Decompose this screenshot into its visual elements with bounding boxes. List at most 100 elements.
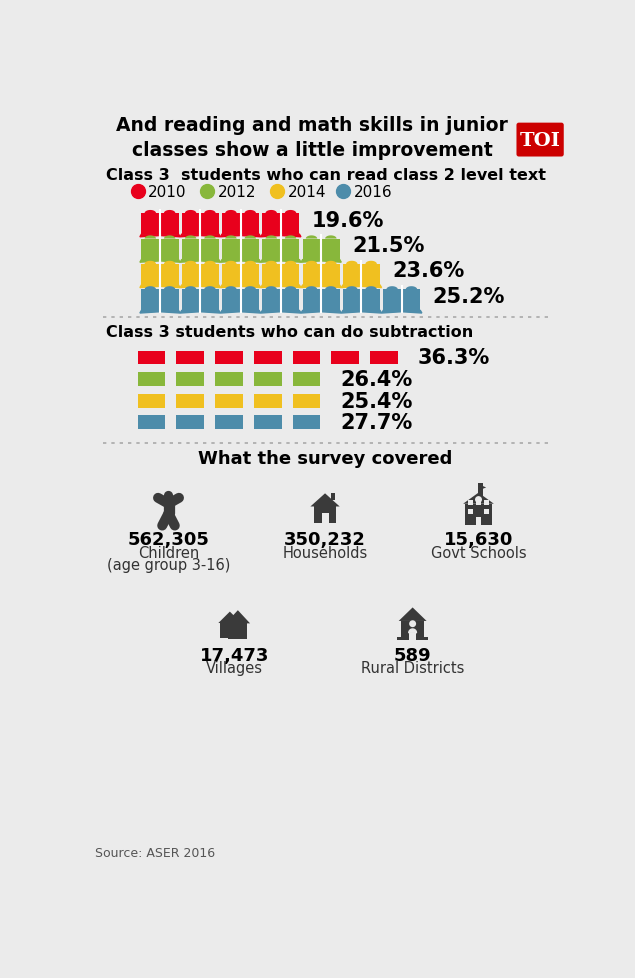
Bar [262,240,280,260]
Text: 2016: 2016 [354,185,392,200]
Polygon shape [140,260,160,263]
Text: 2014: 2014 [288,185,326,200]
Polygon shape [241,286,260,289]
Polygon shape [281,236,300,240]
Bar [401,621,424,641]
Bar [161,265,178,286]
Bar [222,290,240,311]
Text: 26.4%: 26.4% [340,370,413,389]
Polygon shape [399,607,427,621]
Bar [161,214,178,235]
Polygon shape [409,630,417,633]
Bar [469,501,473,506]
Polygon shape [342,286,361,289]
Bar [222,265,240,286]
Bar [241,290,259,311]
Polygon shape [160,311,180,314]
Text: (age group 3-16): (age group 3-16) [107,557,230,572]
Bar [215,394,243,408]
Polygon shape [383,287,401,290]
Polygon shape [301,311,321,314]
Polygon shape [241,261,259,265]
Polygon shape [201,236,219,240]
Polygon shape [161,261,178,265]
Bar [201,214,219,235]
Polygon shape [142,287,159,290]
Bar [476,517,481,525]
Polygon shape [311,494,340,507]
Text: 562,305: 562,305 [128,531,210,549]
Bar [409,633,417,641]
Text: Class 3  students who can read class 2 level text: Class 3 students who can read class 2 le… [107,167,547,183]
Polygon shape [140,311,160,314]
Polygon shape [362,287,380,290]
Text: 21.5%: 21.5% [352,236,425,256]
Bar [254,351,282,365]
Polygon shape [160,235,180,238]
Bar [302,290,321,311]
Polygon shape [261,311,281,314]
Polygon shape [180,311,200,314]
Bar [383,290,401,311]
Bar [201,290,219,311]
Bar [241,240,259,260]
Polygon shape [182,287,199,290]
Polygon shape [403,287,420,290]
Polygon shape [140,235,160,238]
Polygon shape [200,286,220,289]
Bar [302,265,321,286]
Polygon shape [218,612,241,623]
Bar [177,394,204,408]
Polygon shape [362,261,380,265]
Polygon shape [161,287,178,290]
Polygon shape [220,260,241,263]
Polygon shape [361,311,382,314]
Text: 2010: 2010 [149,185,187,200]
FancyBboxPatch shape [516,123,564,157]
Bar [177,351,204,365]
Bar [362,290,380,311]
Polygon shape [261,260,281,263]
Text: 17,473: 17,473 [199,646,269,664]
Polygon shape [281,287,300,290]
Polygon shape [301,260,321,263]
Bar [177,373,204,386]
Bar [484,501,488,506]
Bar [220,623,239,638]
Bar [182,240,199,260]
Bar [138,416,165,429]
Bar [254,394,282,408]
Text: 2012: 2012 [218,185,257,200]
Bar [262,265,280,286]
Text: Source: ASER 2016: Source: ASER 2016 [95,846,215,859]
Polygon shape [222,210,240,214]
Polygon shape [281,235,301,238]
Polygon shape [262,287,280,290]
Polygon shape [201,261,219,265]
Text: 27.7%: 27.7% [340,413,413,432]
Text: Children: Children [138,546,199,560]
Bar [397,638,429,641]
Polygon shape [262,210,280,214]
Polygon shape [220,286,241,289]
Bar [254,373,282,386]
Polygon shape [343,261,361,265]
Polygon shape [321,311,341,314]
Polygon shape [180,235,200,238]
Bar [215,373,243,386]
Text: TOI: TOI [519,131,560,150]
Polygon shape [140,286,160,289]
Bar [370,351,398,365]
Bar [476,501,481,506]
Bar [222,214,240,235]
Bar [322,290,340,311]
Bar [241,265,259,286]
Text: Govt Schools: Govt Schools [431,546,526,560]
Bar [142,290,159,311]
Polygon shape [321,260,341,263]
Bar [322,265,340,286]
Polygon shape [241,287,259,290]
Text: And reading and math skills in junior
classes show a little improvement: And reading and math skills in junior cl… [116,116,508,160]
Bar [142,214,159,235]
Polygon shape [382,311,402,314]
